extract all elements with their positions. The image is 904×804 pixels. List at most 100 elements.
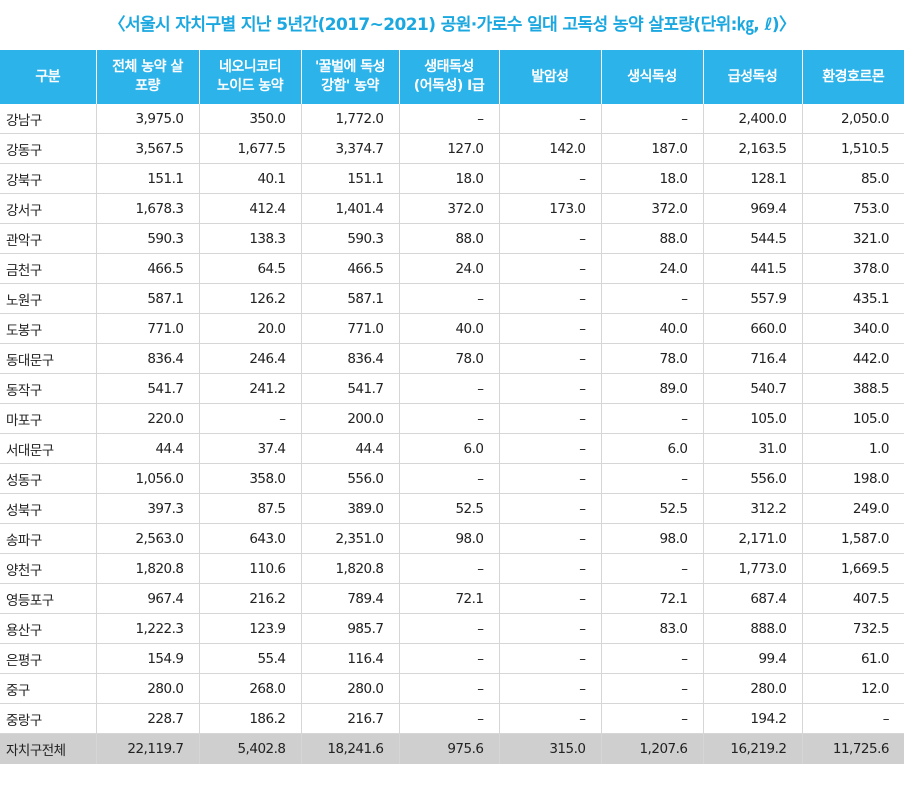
value-cell: 441.5 [703,253,803,284]
value-cell: 246.4 [199,343,302,374]
district-cell: 강동구 [0,133,97,164]
value-cell: 321.0 [802,223,904,254]
pesticide-table: 구분 전체 농약 살 포량 네오니코티 노이드 농약 '꿀벌에 독성 강함' 농약 생… [0,50,904,764]
value-cell: 587.1 [301,283,400,314]
col-header-ecotoxicity: 생태독성 (어독성) I급 [399,50,500,104]
table-body: 강남구 3,975.0 350.0 1,772.0– – –2,400.0 2,050.0 강… [0,104,904,764]
value-cell: – [499,583,602,614]
table-row: 중랑구 228.7 186.2 216.7– – –194.2– [0,703,904,734]
value-cell: – [802,703,904,734]
col-header-carcinogenic: 발암성 [499,50,602,104]
value-cell: 789.4 [301,583,400,614]
value-cell: 85.0 [802,163,904,194]
district-cell: 강북구 [0,163,97,194]
value-cell: 687.4 [703,583,803,614]
value-cell: – [499,283,602,314]
value-cell: 88.0 [601,223,704,254]
value-cell: – [399,553,500,584]
value-cell: 123.9 [199,613,302,644]
district-cell: 성북구 [0,493,97,524]
value-cell: 5,402.8 [199,733,302,764]
value-cell: 312.2 [703,493,803,524]
district-cell: 용산구 [0,613,97,644]
table-row: 강동구 3,567.5 1,677.5 3,374.7 127.0 142.0 187.0 2… [0,133,904,164]
value-cell: 151.1 [301,163,400,194]
value-cell: – [399,104,500,134]
value-cell: 3,975.0 [96,104,200,134]
value-cell: 315.0 [499,733,602,764]
value-cell: 1,587.0 [802,523,904,554]
value-cell: 40.0 [601,313,704,344]
district-cell: 중구 [0,673,97,704]
value-cell: 1.0 [802,433,904,464]
value-cell: 200.0 [301,403,400,434]
total-row: 자치구전체 22,119.7 5,402.8 18,241.6 975.6 315.0 1,… [0,733,904,764]
value-cell: 98.0 [399,523,500,554]
value-cell: – [499,703,602,734]
value-cell: 716.4 [703,343,803,374]
value-cell: 187.0 [601,133,704,164]
value-cell: 52.5 [399,493,500,524]
value-cell: 249.0 [802,493,904,524]
value-cell: 78.0 [399,343,500,374]
district-cell: 송파구 [0,523,97,554]
table-row: 강남구 3,975.0 350.0 1,772.0– – –2,400.0 2,050.0 [0,104,904,134]
value-cell: 397.3 [96,493,200,524]
value-cell: 16,219.2 [703,733,803,764]
value-cell: 1,401.4 [301,193,400,224]
value-cell: – [499,253,602,284]
value-cell: 340.0 [802,313,904,344]
value-cell: 389.0 [301,493,400,524]
table-row: 용산구 1,222.3 123.9 985.7– –83.0 888.0 732.5 [0,613,904,644]
value-cell: 541.7 [301,373,400,404]
value-cell: – [499,463,602,494]
table-row: 동작구 541.7 241.2 541.7– –89.0 540.7 388.5 [0,373,904,404]
table-row: 동대문구 836.4 246.4 836.4 78.0–78.0 716.4 442.0 [0,343,904,374]
district-cell: 자치구전체 [0,733,97,764]
value-cell: 587.1 [96,283,200,314]
value-cell: – [499,343,602,374]
value-cell: – [601,703,704,734]
value-cell: 20.0 [199,313,302,344]
value-cell: 541.7 [96,373,200,404]
value-cell: 435.1 [802,283,904,314]
value-cell: 40.0 [399,313,500,344]
value-cell: 194.2 [703,703,803,734]
value-cell: 2,163.5 [703,133,803,164]
col-header-district: 구분 [0,50,97,104]
value-cell: 280.0 [301,673,400,704]
value-cell: 151.1 [96,163,200,194]
value-cell: 88.0 [399,223,500,254]
value-cell: 138.3 [199,223,302,254]
value-cell: 186.2 [199,703,302,734]
table-row: 성동구 1,056.0 358.0 556.0– – –556.0 198.0 [0,463,904,494]
value-cell: – [399,643,500,674]
value-cell: 967.4 [96,583,200,614]
value-cell: – [399,283,500,314]
value-cell: 985.7 [301,613,400,644]
value-cell: – [399,403,500,434]
value-cell: 556.0 [301,463,400,494]
value-cell: 1,510.5 [802,133,904,164]
value-cell: 128.1 [703,163,803,194]
value-cell: – [499,613,602,644]
value-cell: 732.5 [802,613,904,644]
district-cell: 양천구 [0,553,97,584]
value-cell: 99.4 [703,643,803,674]
value-cell: 52.5 [601,493,704,524]
table-row: 서대문구 44.4 37.4 44.4 6.0–6.0 31.0 1.0 [0,433,904,464]
value-cell: – [499,673,602,704]
value-cell: 388.5 [802,373,904,404]
value-cell: – [601,403,704,434]
value-cell: 1,669.5 [802,553,904,584]
value-cell: 975.6 [399,733,500,764]
value-cell: 1,207.6 [601,733,704,764]
district-cell: 강남구 [0,104,97,134]
table-header-row: 구분 전체 농약 살 포량 네오니코티 노이드 농약 '꿀벌에 독성 강함' 농약 생… [0,50,904,104]
value-cell: – [601,463,704,494]
col-header-endocrine-disruptor: 환경호르몬 [802,50,904,104]
value-cell: 888.0 [703,613,803,644]
col-header-acute-toxicity: 급성독성 [703,50,803,104]
value-cell: 466.5 [301,253,400,284]
value-cell: 372.0 [601,193,704,224]
